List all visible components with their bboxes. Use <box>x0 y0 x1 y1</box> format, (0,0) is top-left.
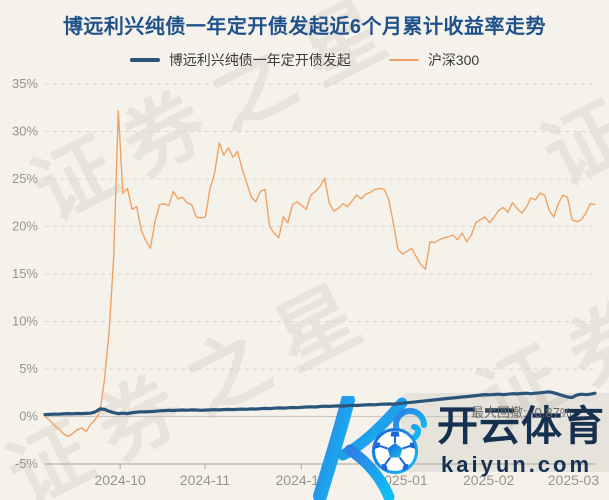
index-series-line <box>44 109 596 438</box>
x-axis-tick-label: 2025-03 <box>548 472 600 488</box>
kaiyun-domain-text[interactable]: kaiyun.com <box>441 452 593 477</box>
y-axis-tick-label: 10% <box>12 314 38 329</box>
legend-index-label: 沪深300 <box>427 52 480 68</box>
x-axis-tick-label: 2025-01 <box>376 472 428 488</box>
x-axis-tick-label: 2024-10 <box>94 472 146 488</box>
fund-series-line <box>43 390 597 417</box>
y-axis-tick-label: 25% <box>12 171 38 186</box>
fund-line-swatch <box>129 58 160 62</box>
legend-fund-label: 博远利兴纯债一年定开债发起 <box>168 52 351 68</box>
logo-k-stem <box>313 396 355 500</box>
y-axis-tick-label: 30% <box>12 124 38 139</box>
x-axis-tick-label: 2024-11 <box>180 472 231 488</box>
kaiyun-logo-text[interactable]: 开云体育 <box>437 403 605 449</box>
y-axis-tick-label: -5% <box>15 456 39 471</box>
y-axis-tick-label: 0% <box>19 409 38 424</box>
logo-k-leg <box>344 444 395 500</box>
y-axis-tick-label: 5% <box>19 361 38 376</box>
soccer-ball-icon <box>372 428 418 474</box>
y-axis-tick-label: 35% <box>12 76 38 91</box>
chart-legend: 博远利兴纯债一年定开债发起 沪深300 <box>0 50 609 70</box>
page-title: 博远利兴纯债一年定开债发起近6个月累计收益率走势 <box>62 16 547 38</box>
legend-item-index[interactable]: 沪深300 <box>388 50 480 70</box>
max-drawdown-label: 最大回撤: -0.87% <box>471 405 572 420</box>
index-line-swatch <box>388 59 419 61</box>
x-axis-tick-label: 2024-12 <box>276 472 328 488</box>
legend-item-fund[interactable]: 博远利兴纯债一年定开债发起 <box>129 50 351 70</box>
y-axis-tick-label: 15% <box>12 266 38 281</box>
x-axis-tick-label: 2025-02 <box>463 472 515 488</box>
kaiyun-logo-icon[interactable] <box>312 396 442 500</box>
y-axis-tick-label: 20% <box>12 219 38 234</box>
max-drawdown-region <box>401 393 609 472</box>
